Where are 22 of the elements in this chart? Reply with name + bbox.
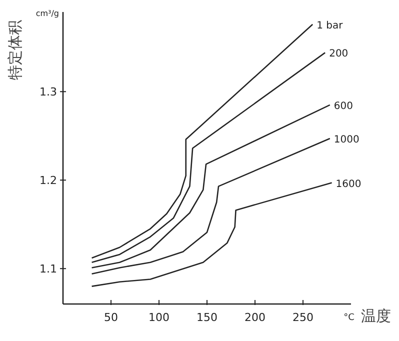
text: °C — [344, 313, 354, 323]
text: cm³/g — [36, 9, 59, 18]
line-series — [91, 104, 331, 268]
y-axis-title: 特定体积 — [6, 20, 24, 80]
line-series — [91, 138, 331, 275]
x-axis-title: 温度 — [361, 307, 391, 325]
series-label: 1 bar — [316, 20, 344, 32]
series-label: 200 — [329, 48, 348, 60]
series-label: 600 — [334, 100, 353, 112]
x-tick-label: 100 — [148, 311, 170, 324]
y-tick-label: 1.1 — [40, 262, 57, 276]
y-tick-label: 1.3 — [40, 86, 57, 99]
line-series — [91, 182, 332, 287]
x-tick-label: 250 — [292, 311, 314, 324]
series-label: 1000 — [334, 134, 360, 146]
x-tick-label: 150 — [196, 311, 218, 324]
series-label: 1600 — [336, 178, 362, 190]
x-tick-label: 200 — [244, 311, 266, 324]
line-series — [91, 24, 314, 259]
y-tick-label: 1.2 — [40, 174, 57, 188]
x-tick-label: 50 — [104, 311, 118, 324]
line-series — [91, 52, 326, 264]
